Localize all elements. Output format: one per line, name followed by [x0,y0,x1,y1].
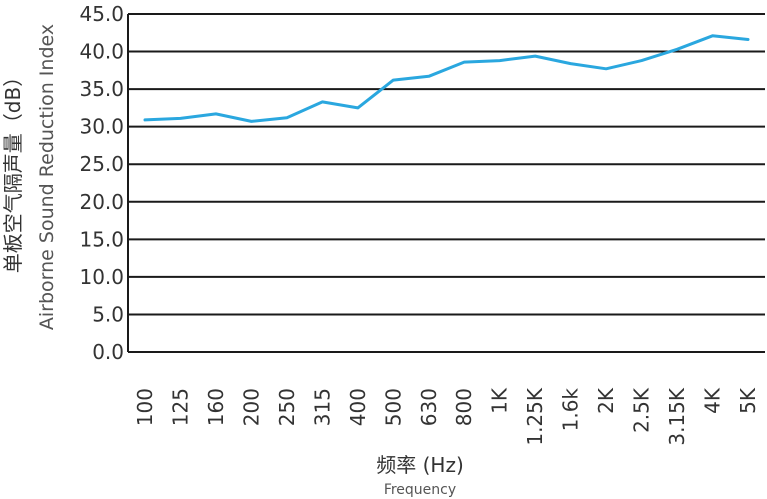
x-tick-label: 4K [701,387,725,414]
y-tick-label: 30.0 [79,115,124,139]
y-tick-label: 35.0 [79,77,124,101]
x-tick-label: 200 [239,388,263,426]
x-tick-label: 125 [168,388,192,426]
y-tick-label: 15.0 [79,227,124,251]
x-tick-label: 5K [736,387,760,414]
y-tick-label: 45.0 [79,2,124,26]
series-line [143,34,750,123]
y-axis-label-en: Airborne Sound Reduction Index [36,24,58,330]
x-tick-label: 160 [204,388,228,426]
x-tick-label: 800 [452,388,476,426]
x-axis-label-en: Frequency [384,482,456,498]
y-tick-label: 25.0 [79,152,124,176]
y-tick-label: 5.0 [92,302,124,326]
x-tick-label: 1K [488,387,512,414]
x-tick-label: 315 [310,388,334,426]
x-tick-label: 2K [594,387,618,414]
x-tick-label: 100 [133,388,157,426]
y-tick-labels: 0.0 5.0 10.0 15.0 20.0 25.0 30.0 35.0 40.0 45.0 [79,2,124,364]
x-tick-label: 1.25K [523,387,547,446]
x-tick-label: 400 [346,388,370,426]
x-tick-labels: 100 125 160 200 250 315 400 500 630 800 1K 1.25K 1.6… [133,387,760,446]
x-tick-label: 500 [381,388,405,426]
y-tick-label: 40.0 [79,40,124,64]
x-tick-label: 3.15K [665,387,689,446]
x-axis-label-cn: 频率 (Hz) [376,453,464,477]
x-tick-label: 630 [417,388,441,426]
y-tick-label: 20.0 [79,190,124,214]
x-tick-label: 250 [275,388,299,426]
x-tick-label: 2.5K [630,387,654,433]
series-group [143,34,750,123]
grid-lines [127,13,765,353]
y-tick-label: 10.0 [79,265,124,289]
y-tick-label: 0.0 [92,340,124,364]
y-axis-label-cn: 单板空气隔声量（dB） [1,67,25,273]
x-tick-label: 1.6k [559,388,583,432]
